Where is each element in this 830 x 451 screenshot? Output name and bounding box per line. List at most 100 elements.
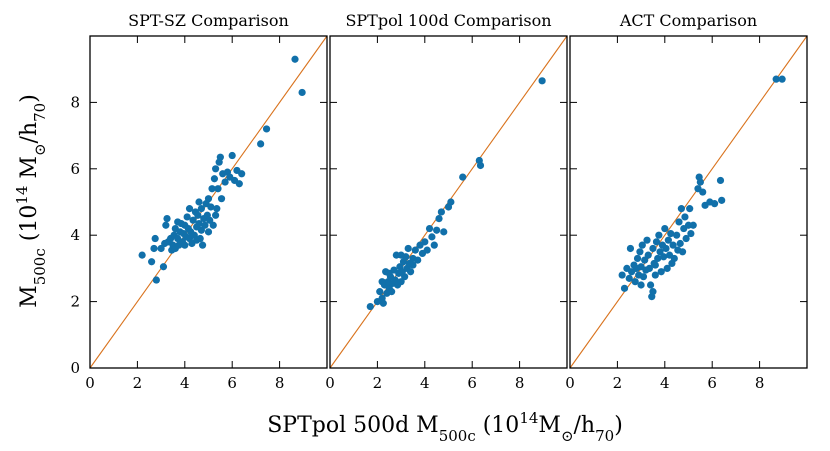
data-point (388, 288, 396, 296)
data-point (430, 241, 438, 249)
data-point (459, 173, 467, 181)
x-axis-label: SPTpol 500d M500c (1014M⊙/h70) (267, 409, 623, 445)
data-point (181, 241, 189, 249)
data-point (198, 241, 207, 249)
data-point (204, 228, 213, 236)
plot-frame (569, 35, 808, 369)
data-point (216, 153, 224, 161)
data-point (652, 238, 661, 246)
data-point (631, 278, 639, 286)
data-point (675, 218, 683, 226)
data-point (406, 268, 415, 276)
data-point (677, 205, 685, 213)
data-point (654, 254, 662, 263)
data-point (298, 88, 306, 97)
data-point (638, 241, 646, 249)
y-tick-label: 0 (70, 359, 80, 377)
data-point (651, 261, 659, 269)
data-point (148, 258, 156, 266)
data-point (379, 299, 387, 307)
data-point (476, 161, 485, 170)
data-point (649, 244, 657, 253)
data-point (212, 165, 220, 173)
data-point (641, 256, 649, 264)
x-tick-label: 0 (565, 374, 575, 392)
data-point (207, 203, 215, 211)
data-point (639, 273, 648, 281)
data-point (682, 234, 690, 243)
data-point (637, 281, 645, 289)
data-point (195, 219, 203, 228)
data-point (440, 228, 448, 236)
panel-title: SPTpol 100d Comparison (345, 11, 551, 30)
data-point (151, 234, 159, 243)
data-point (162, 221, 170, 229)
data-point (238, 170, 246, 178)
data-point (201, 221, 209, 229)
data-point (213, 205, 221, 213)
data-point (681, 213, 689, 221)
data-point (644, 251, 652, 259)
data-point (163, 215, 171, 223)
data-point (376, 288, 384, 296)
data-point (686, 205, 694, 213)
x-tick-label: 6 (707, 374, 717, 392)
x-tick-label: 8 (755, 374, 765, 392)
data-point (662, 244, 670, 253)
data-point (212, 211, 220, 219)
data-point (626, 244, 635, 253)
data-point (425, 224, 434, 233)
x-tick-label: 0 (85, 374, 95, 392)
data-point (214, 185, 222, 193)
y-tick-label: 8 (70, 93, 80, 111)
data-point (649, 288, 657, 296)
data-point (718, 196, 726, 204)
data-point (197, 226, 205, 234)
panel-title: ACT Comparison (619, 11, 757, 30)
data-point (397, 278, 405, 286)
data-point (667, 229, 675, 238)
data-point (437, 208, 445, 216)
data-point (689, 221, 697, 229)
data-point (676, 239, 684, 248)
data-point (210, 175, 219, 183)
data-point (421, 238, 429, 246)
data-point (428, 233, 436, 241)
one-to-one-line (569, 35, 808, 369)
x-tick-label: 8 (515, 374, 525, 392)
data-point (138, 251, 146, 259)
data-point (196, 234, 204, 243)
x-tick-label: 6 (227, 374, 237, 392)
data-point (150, 244, 158, 253)
data-point (183, 213, 191, 221)
plot-frame (89, 35, 328, 369)
panel-1: 0 2 4 6 8 0 2 4 6 8 SPT-SZ Comparison (70, 11, 328, 392)
data-point (651, 271, 659, 279)
data-point (206, 216, 214, 224)
x-tick-label: 4 (660, 374, 670, 392)
data-point (409, 261, 417, 269)
x-tick-label: 2 (613, 374, 623, 392)
data-point (414, 256, 422, 264)
data-point (209, 221, 217, 229)
data-point (221, 178, 229, 186)
data-point (664, 236, 672, 244)
data-point (378, 278, 386, 286)
y-tick-label: 6 (70, 160, 80, 178)
data-point (197, 205, 205, 213)
data-point (185, 205, 194, 213)
data-point (174, 218, 182, 226)
data-point (669, 241, 677, 249)
y-tick-label: 2 (70, 293, 80, 311)
data-point (152, 276, 160, 284)
data-point (189, 216, 197, 224)
data-point (404, 244, 412, 253)
data-point (411, 246, 419, 254)
data-point (778, 75, 786, 83)
x-tick-label: 4 (180, 374, 190, 392)
panel-3: 0 2 4 6 8 ACT Comparison (565, 11, 808, 392)
data-point (194, 211, 202, 219)
data-point (710, 200, 719, 208)
data-point (397, 251, 405, 259)
data-point (633, 254, 642, 263)
